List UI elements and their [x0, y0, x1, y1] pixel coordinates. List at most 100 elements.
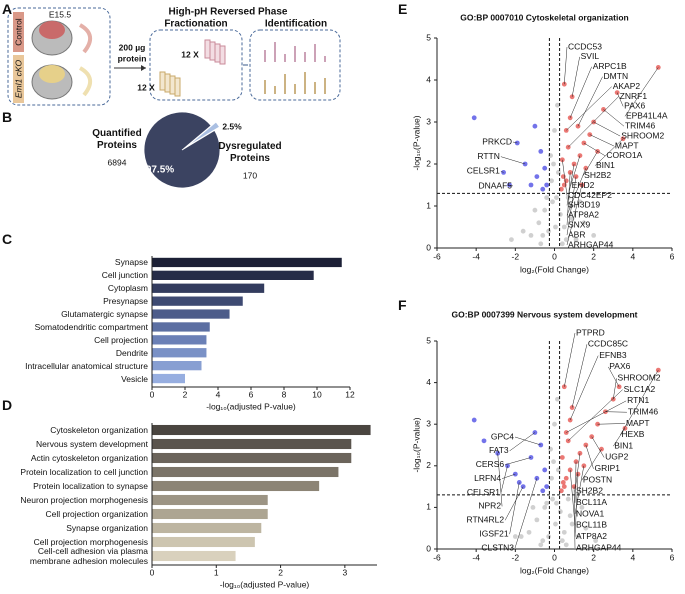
point — [563, 542, 569, 548]
panel-letter: F — [398, 297, 407, 313]
sample-box — [7, 7, 111, 106]
pie-slice — [143, 111, 221, 189]
x-tick-label: -6 — [433, 251, 441, 261]
point — [589, 434, 595, 440]
bar — [152, 522, 262, 534]
leader-line — [509, 432, 536, 452]
x-tick-label: 12 — [345, 389, 355, 399]
x-tick-label: 4 — [630, 552, 635, 562]
point — [552, 421, 557, 427]
annotation: SHROOM2 — [618, 373, 661, 383]
point — [575, 534, 581, 539]
annotation: POSTN — [583, 474, 612, 484]
category-label: Presynapse — [103, 296, 148, 307]
cko-label: Eml1 cKO — [13, 59, 23, 98]
point — [528, 182, 534, 188]
bar — [152, 270, 314, 280]
point — [471, 417, 477, 423]
annotation: CELSR1 — [467, 487, 500, 497]
category-label: Glutamatergic synapse — [61, 309, 148, 320]
bar — [152, 550, 236, 562]
leader-line — [505, 457, 532, 465]
point — [560, 480, 566, 485]
pie-slice — [186, 121, 221, 147]
leader-line — [564, 332, 576, 387]
category-label: Neuron projection morphogenesis — [20, 495, 148, 505]
category-label: Dysregulated Proteins — [218, 141, 282, 164]
point — [540, 488, 546, 494]
leader-line — [585, 444, 594, 469]
leader-line — [566, 400, 627, 433]
annotation: SNX9 — [568, 219, 590, 229]
leader-line — [501, 473, 516, 479]
annotation: CERS6 — [476, 459, 505, 469]
x-tick-label: 3 — [342, 567, 347, 577]
point — [512, 534, 518, 539]
annotation: SHROOM2 — [621, 130, 664, 140]
x-tick-label: -2 — [512, 552, 520, 562]
bar — [152, 466, 339, 478]
point — [534, 174, 540, 180]
point — [583, 442, 589, 448]
point — [532, 207, 538, 213]
point — [554, 500, 559, 506]
point — [548, 153, 553, 159]
leader-line — [574, 453, 581, 492]
annotation: MAPT — [626, 418, 650, 428]
annotation: RTN1 — [627, 395, 649, 405]
point — [563, 237, 569, 243]
y-tick-label: 2 — [426, 158, 431, 168]
annotation: TRIM46 — [625, 120, 656, 130]
fractionation: Fractionation — [164, 19, 227, 30]
point — [577, 199, 583, 205]
peaks — [264, 72, 326, 94]
fraction-count: 12 X — [137, 82, 155, 92]
bar — [152, 322, 210, 332]
point — [542, 207, 548, 213]
category-label: Cell-cell adhesion via plasma membrane a… — [29, 546, 148, 566]
point — [565, 496, 571, 502]
leader-line — [569, 66, 592, 118]
y-tick-label: 2 — [426, 460, 431, 470]
annotation: PAX6 — [624, 101, 645, 111]
point — [563, 475, 569, 481]
cortex — [78, 23, 92, 54]
x-tick-label: 6 — [670, 251, 675, 261]
annotation: NOVA1 — [576, 508, 604, 518]
y-tick-label: 1 — [426, 502, 431, 512]
annotation: AKAP2 — [613, 81, 641, 91]
count-label: 6894 — [108, 157, 127, 167]
leader-line — [569, 355, 599, 421]
point — [520, 228, 526, 234]
point — [540, 186, 546, 192]
x-tick-label: 1 — [214, 567, 219, 577]
leader-line — [564, 46, 568, 85]
annotation: BIN1 — [614, 440, 633, 450]
annotation: BIN1 — [596, 160, 615, 170]
leader-line — [562, 159, 568, 196]
point — [567, 513, 573, 519]
point — [561, 384, 567, 390]
point — [561, 81, 567, 87]
annotation: IGSF21 — [479, 528, 509, 538]
point — [536, 220, 542, 226]
leader-line — [512, 141, 518, 144]
bar — [152, 508, 268, 520]
annotation: ABR — [568, 229, 585, 239]
annotation: RTTN — [477, 151, 500, 161]
y-tick-label: 5 — [426, 335, 431, 345]
point — [557, 212, 563, 217]
annotation: CDC42EP2 — [568, 190, 612, 200]
annotation: TRIM46 — [628, 406, 659, 416]
bar — [152, 438, 352, 450]
leader-line — [594, 138, 624, 166]
leader-line — [616, 92, 624, 107]
annotation: LRFN4 — [474, 473, 501, 483]
peaks — [264, 42, 326, 62]
bar — [152, 296, 243, 306]
cko-bar — [13, 55, 24, 103]
x-tick-label: 2 — [591, 552, 596, 562]
x-tick-label: 0 — [150, 389, 155, 399]
annotation: GPC4 — [491, 431, 514, 441]
annotation: HEXB — [621, 429, 644, 439]
